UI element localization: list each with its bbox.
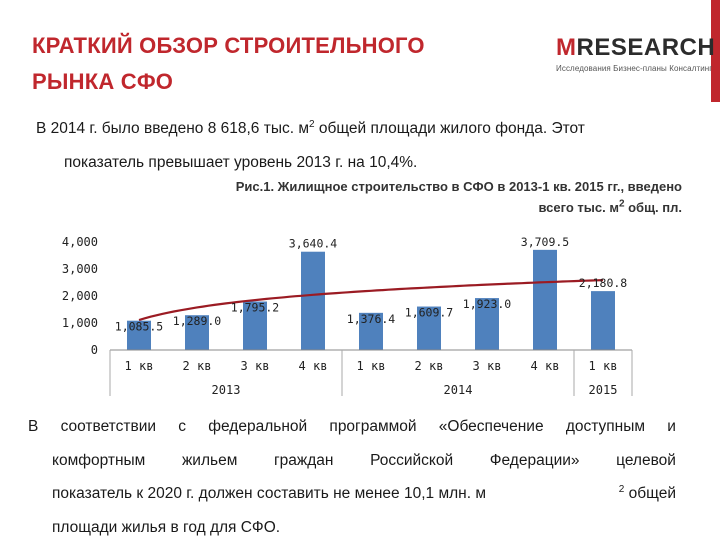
y-tick-label: 4,000	[62, 235, 98, 249]
page-title: КРАТКИЙ ОБЗОР СТРОИТЕЛЬНОГО РЫНКА СФО	[32, 28, 502, 100]
year-label: 2014	[444, 383, 473, 397]
data-label: 1,376.4	[347, 312, 396, 326]
caption-line-1: Рис.1. Жилищное строительство в СФО в 20…	[60, 176, 682, 197]
conclusion-word: федеральной	[208, 410, 307, 444]
x-tick-label: 2 кв	[415, 359, 444, 373]
data-label: 1,085.5	[115, 320, 163, 334]
logo-word-research: RESEARCH	[577, 34, 716, 61]
year-label: 2013	[212, 383, 241, 397]
chart-caption: Рис.1. Жилищное строительство в СФО в 20…	[60, 176, 682, 218]
company-logo: MRESEARCH Исследования Бизнес-планы Конс…	[556, 36, 696, 76]
conclusion-text-b-wrap: 2 общей	[619, 477, 676, 511]
housing-construction-chart: 0 1,000 2,000 3,000 4,000 1,085.5 1,289.0 1,795…	[50, 222, 670, 404]
x-tick-label: 1 кв	[589, 359, 618, 373]
intro-line-1: В 2014 г. было введено 8 618,6 тыс. м2 о…	[36, 112, 686, 146]
x-tick-label: 3 кв	[241, 359, 270, 373]
conclusion-word: Федерации»	[490, 444, 580, 478]
conclusion-line-2: комфортным жильем граждан Российской Федерац…	[28, 444, 676, 478]
x-tick-label: 2 кв	[183, 359, 212, 373]
conclusion-word: целевой	[616, 444, 676, 478]
data-label: 3,640.4	[289, 237, 338, 251]
conclusion-line-4: площади жилья в год для СФО.	[28, 511, 676, 544]
conclusion-word: доступным	[566, 410, 645, 444]
caption-text-b: общ. пл.	[625, 200, 683, 215]
conclusion-word: и	[667, 410, 676, 444]
x-tick-label: 1 кв	[125, 359, 154, 373]
logo-letter-m: M	[556, 34, 577, 61]
intro-paragraph: В 2014 г. было введено 8 618,6 тыс. м2 о…	[36, 112, 686, 180]
conclusion-word: В	[28, 410, 38, 444]
year-label: 2015	[589, 383, 618, 397]
data-label: 1,609.7	[405, 306, 454, 320]
x-tick-label: 4 кв	[531, 359, 560, 373]
conclusion-word: жильем	[182, 444, 237, 478]
y-tick-label: 3,000	[62, 262, 98, 276]
conclusion-word: «Обеспечение	[439, 410, 544, 444]
intro-text-b: общей площади жилого фонда. Этот	[315, 120, 585, 137]
bar	[301, 252, 325, 350]
logo-tagline: Исследования Бизнес-планы Консалтинг	[556, 64, 696, 73]
conclusion-word: программой	[329, 410, 416, 444]
conclusion-word: комфортным	[52, 444, 145, 478]
conclusion-text-a: показатель к 2020 г. должен составить не…	[52, 477, 486, 511]
caption-text-a: всего тыс. м	[538, 200, 618, 215]
caption-line-2: всего тыс. м2 общ. пл.	[60, 197, 682, 218]
data-label: 2,180.8	[579, 276, 628, 290]
y-tick-label: 2,000	[62, 289, 98, 303]
x-tick-label: 1 кв	[357, 359, 386, 373]
y-tick-label: 0	[91, 343, 98, 357]
bar	[533, 250, 557, 350]
intro-line-2: показатель превышает уровень 2013 г. на …	[36, 146, 686, 180]
data-label: 1,289.0	[173, 314, 222, 328]
bar	[591, 291, 615, 350]
intro-text-a: В 2014 г. было введено 8 618,6 тыс. м	[36, 120, 309, 137]
conclusion-word: соответствии	[61, 410, 156, 444]
conclusion-word: с	[178, 410, 186, 444]
conclusion-text-b: общей	[624, 485, 676, 502]
data-label: 3,709.5	[521, 235, 569, 249]
data-label: 1,795.2	[231, 301, 279, 315]
conclusion-word: Российской	[370, 444, 453, 478]
x-tick-label: 3 кв	[473, 359, 502, 373]
x-tick-label: 4 кв	[299, 359, 328, 373]
logo-wordmark: MRESEARCH	[556, 36, 696, 60]
conclusion-word: граждан	[274, 444, 334, 478]
y-tick-label: 1,000	[62, 316, 98, 330]
data-label: 1,923.0	[463, 297, 512, 311]
conclusion-line-3: показатель к 2020 г. должен составить не…	[28, 477, 676, 511]
